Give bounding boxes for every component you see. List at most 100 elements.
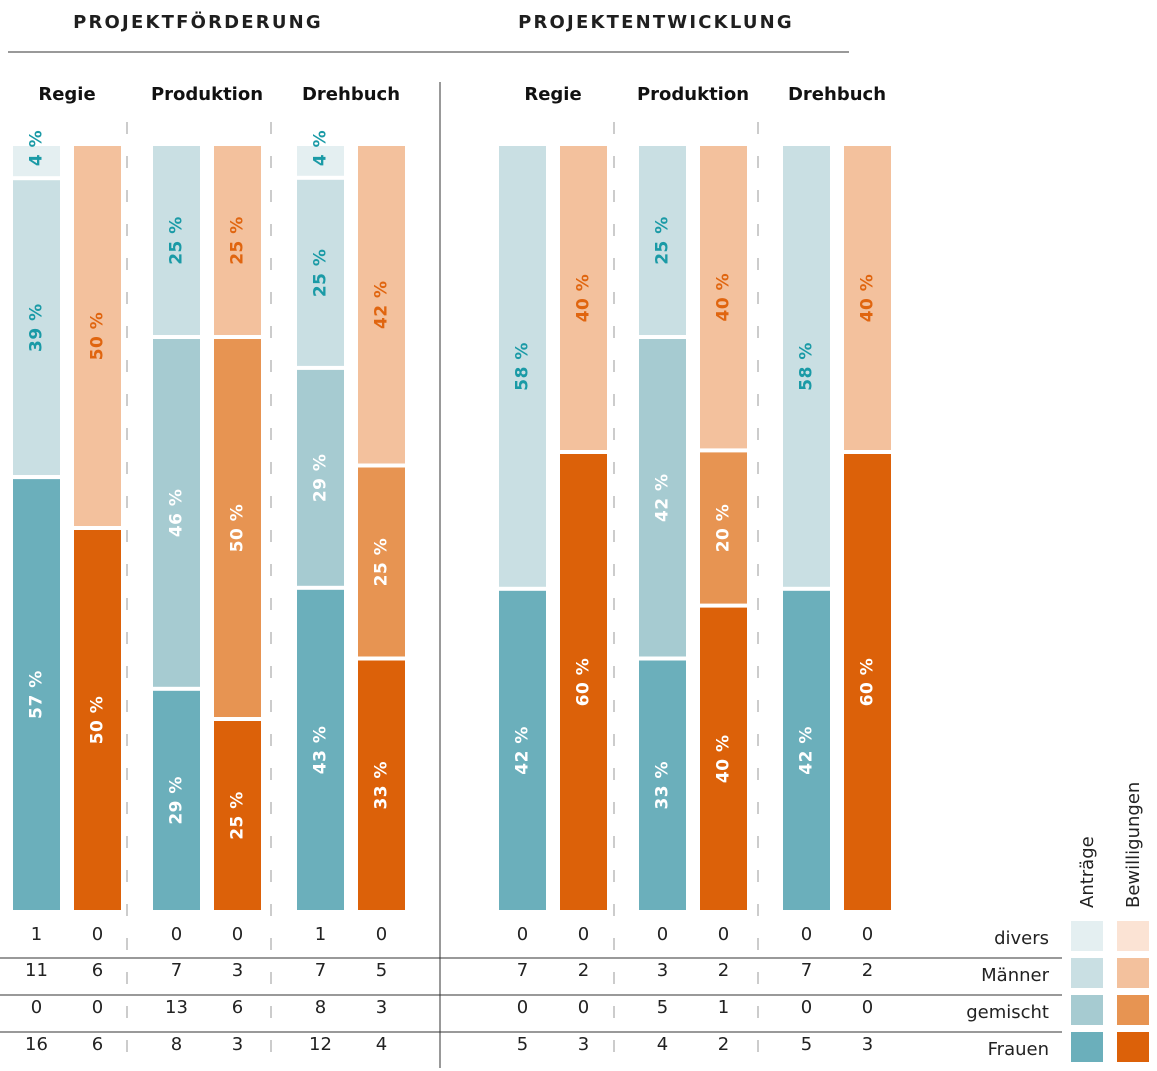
segment-value-label: 60 % (574, 658, 594, 707)
legend-swatch-antraege (1071, 1032, 1103, 1062)
count-value: 0 (578, 924, 589, 945)
section-title: PROJEKTENTWICKLUNG (518, 12, 794, 33)
bar-segment-antraege-frauen (499, 590, 546, 910)
count-value: 8 (315, 997, 326, 1018)
legend-swatch-antraege (1071, 958, 1103, 988)
bar-segment-bewilligungen-gemischt (358, 467, 405, 657)
count-value: 6 (92, 1034, 103, 1055)
segment-value-label: 42 % (797, 726, 817, 775)
legend-column-label: Anträge (1077, 836, 1098, 908)
count-value: 13 (165, 997, 188, 1018)
count-value: 0 (92, 997, 103, 1018)
segment-value-label: 58 % (797, 342, 817, 391)
count-value: 0 (657, 924, 668, 945)
segment-value-label: 60 % (858, 658, 878, 707)
bar-segment-bewilligungen-frauen (214, 721, 261, 910)
legend-swatch-bewilligungen (1117, 958, 1149, 988)
count-value: 1 (315, 924, 326, 945)
bar-segment-antraege-divers (297, 146, 344, 176)
bar-segment-antraege-maenner (639, 146, 686, 335)
bar-segment-bewilligungen-maenner (74, 146, 121, 526)
segment-value-label: 29 % (167, 776, 187, 825)
count-value: 0 (578, 997, 589, 1018)
bar-segment-antraege-frauen (13, 479, 60, 910)
count-value: 0 (232, 924, 243, 945)
bar-segment-antraege-maenner (783, 146, 830, 587)
count-value: 2 (718, 960, 729, 981)
count-value: 6 (92, 960, 103, 981)
bar-segment-antraege-maenner (153, 146, 200, 335)
count-value: 7 (801, 960, 812, 981)
count-value: 0 (862, 997, 873, 1018)
segment-value-label: 58 % (513, 342, 533, 391)
segment-value-label: 42 % (372, 280, 392, 329)
count-value: 1 (718, 997, 729, 1018)
category-label: Produktion (637, 84, 749, 105)
legend-row-label: divers (994, 928, 1049, 949)
legend-row-label: gemischt (966, 1002, 1049, 1023)
section-title: PROJEKTFÖRDERUNG (73, 11, 323, 33)
segment-value-label: 33 % (653, 761, 673, 810)
bar-segment-antraege-gemischt (639, 339, 686, 657)
category-label: Produktion (151, 84, 263, 105)
count-value: 3 (578, 1034, 589, 1055)
category-label: Drehbuch (302, 84, 400, 105)
segment-value-label: 46 % (167, 489, 187, 538)
legend-row-label: Frauen (988, 1039, 1049, 1060)
category-label: Regie (38, 84, 95, 105)
segment-value-label: 25 % (311, 249, 331, 298)
count-value: 3 (657, 960, 668, 981)
bar-segment-bewilligungen-frauen (74, 530, 121, 910)
count-value: 0 (801, 924, 812, 945)
legend-swatch-antraege (1071, 921, 1103, 951)
bar-segment-antraege-frauen (297, 589, 344, 910)
count-value: 0 (517, 924, 528, 945)
bar-segment-bewilligungen-frauen (700, 607, 747, 910)
count-value: 3 (862, 1034, 873, 1055)
count-value: 7 (517, 960, 528, 981)
count-value: 8 (171, 1034, 182, 1055)
segment-value-label: 25 % (167, 216, 187, 265)
legend-swatch-bewilligungen (1117, 921, 1149, 951)
legend-swatch-antraege (1071, 995, 1103, 1025)
legend-column-label: Bewilligungen (1123, 782, 1144, 908)
segment-value-label: 4 % (27, 130, 47, 166)
bar-segment-antraege-gemischt (153, 339, 200, 687)
segment-value-label: 39 % (27, 303, 47, 352)
segment-value-label: 25 % (228, 791, 248, 840)
bar-segment-bewilligungen-frauen (560, 454, 607, 910)
bar-segment-antraege-frauen (639, 660, 686, 910)
segment-value-label: 43 % (311, 726, 331, 775)
category-label: Drehbuch (788, 84, 886, 105)
segment-value-label: 40 % (574, 274, 594, 323)
bar-segment-antraege-divers (13, 146, 60, 177)
segment-value-label: 25 % (372, 538, 392, 587)
segment-value-label: 42 % (513, 726, 533, 775)
count-value: 2 (862, 960, 873, 981)
count-value: 0 (376, 924, 387, 945)
count-value: 11 (25, 960, 48, 981)
count-value: 0 (31, 997, 42, 1018)
count-value: 7 (171, 960, 182, 981)
count-value: 5 (376, 960, 387, 981)
count-value: 0 (92, 924, 103, 945)
count-value: 2 (578, 960, 589, 981)
bar-segment-bewilligungen-maenner (700, 146, 747, 449)
bar-segment-antraege-maenner (13, 180, 60, 475)
segment-value-label: 40 % (714, 273, 734, 322)
count-value: 5 (517, 1034, 528, 1055)
count-value: 0 (517, 997, 528, 1018)
segment-value-label: 42 % (653, 473, 673, 522)
segment-value-label: 50 % (88, 696, 108, 745)
count-value: 6 (232, 997, 243, 1018)
count-value: 3 (232, 960, 243, 981)
bar-segment-antraege-gemischt (297, 369, 344, 586)
legend-swatch-bewilligungen (1117, 995, 1149, 1025)
count-value: 4 (376, 1034, 387, 1055)
bar-segment-bewilligungen-frauen (844, 454, 891, 910)
count-value: 7 (315, 960, 326, 981)
count-value: 0 (801, 997, 812, 1018)
bar-segment-antraege-maenner (499, 146, 546, 587)
bar-segment-antraege-frauen (153, 690, 200, 910)
